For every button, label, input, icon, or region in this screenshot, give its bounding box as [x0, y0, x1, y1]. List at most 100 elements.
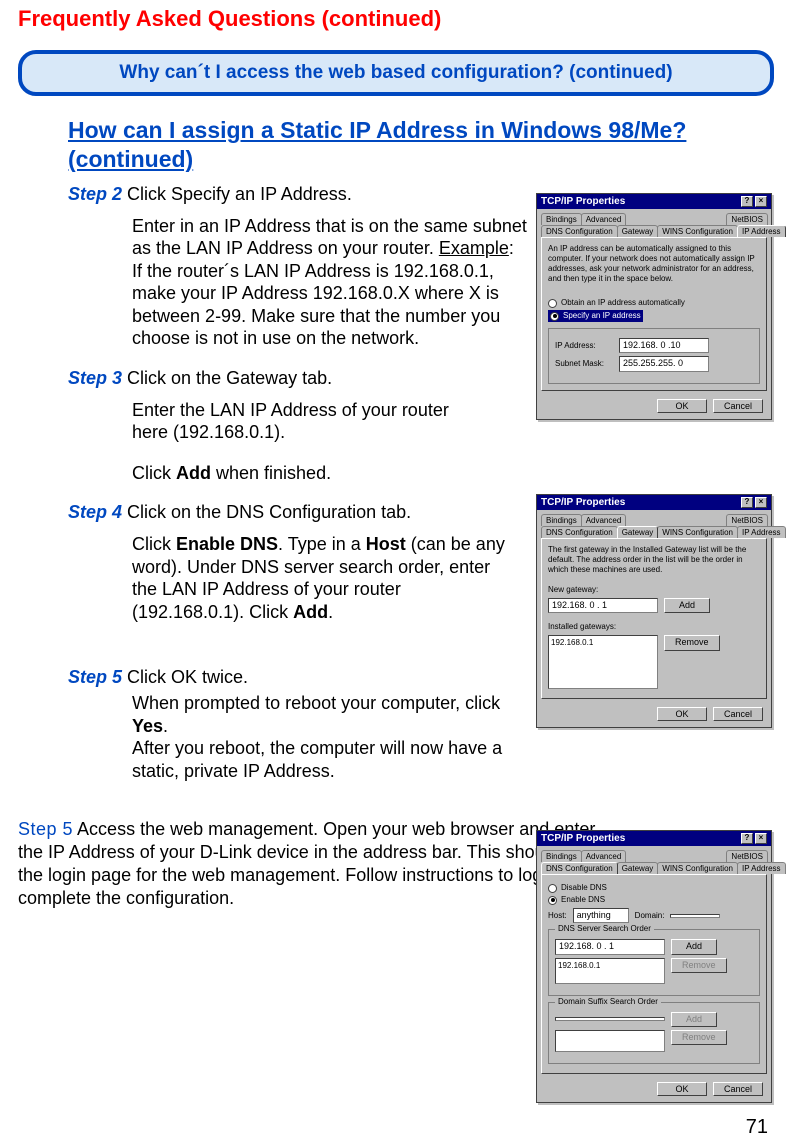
tcpip-dialog-dns: TCP/IP Properties ? × Bindings Advanced … — [536, 830, 772, 1103]
ok-button[interactable]: OK — [657, 1082, 707, 1096]
step-3-body-1: Enter the LAN IP Address of your router … — [132, 399, 488, 444]
ipaddress-panel: An IP address can be automatically assig… — [541, 237, 767, 391]
tab-netbios[interactable]: NetBIOS — [726, 850, 768, 862]
dialog-buttons: OK Cancel — [537, 1078, 771, 1102]
ok-button[interactable]: OK — [657, 707, 707, 721]
dialog-title: TCP/IP Properties — [541, 196, 625, 207]
step-3-text-a: Click on the — [122, 368, 226, 388]
tab-advanced[interactable]: Advanced — [581, 514, 627, 526]
s4c: . Type in a — [278, 534, 366, 554]
tab-bindings[interactable]: Bindings — [541, 213, 582, 225]
suffix-group: Domain Suffix Search Order Add Remove — [548, 1002, 760, 1064]
s4f: Add — [293, 602, 328, 622]
sub-heading: How can I assign a Static IP Address in … — [68, 116, 774, 174]
dialog-buttons: OK Cancel — [537, 395, 771, 419]
tab-ipaddress[interactable]: IP Address — [737, 225, 786, 237]
tab-gateway[interactable]: Gateway — [617, 225, 659, 237]
domain-field[interactable] — [670, 914, 720, 918]
dns-order-list[interactable]: 192.168.0.1 — [555, 958, 665, 984]
gateway-panel: The first gateway in the Installed Gatew… — [541, 538, 767, 699]
step-4-body: Click Enable DNS. Type in a Host (can be… — [68, 523, 508, 637]
radio-specify-ip[interactable]: Specify an IP address — [548, 310, 643, 322]
radio-obtain-label: Obtain an IP address automatically — [561, 298, 685, 308]
dialog-buttons: OK Cancel — [537, 703, 771, 727]
tcpip-dialog-gateway: TCP/IP Properties ? × Bindings Advanced … — [536, 494, 772, 728]
remove-button[interactable]: Remove — [671, 1030, 727, 1045]
tab-wins[interactable]: WINS Configuration — [657, 225, 738, 237]
tab-wins[interactable]: WINS Configuration — [657, 862, 738, 874]
host-field[interactable]: anything — [573, 908, 629, 923]
s5b: Yes — [132, 716, 163, 736]
tab-wins[interactable]: WINS Configuration — [657, 526, 738, 538]
tab-gateway[interactable]: Gateway — [617, 862, 659, 874]
help-icon[interactable]: ? — [741, 497, 753, 508]
dns-order-label: DNS Server Search Order — [555, 924, 654, 934]
tab-dns[interactable]: DNS Configuration — [541, 862, 618, 874]
remove-button[interactable]: Remove — [664, 635, 720, 650]
ip-groupbox: IP Address:192.168. 0 .10 Subnet Mask:25… — [548, 328, 760, 384]
suffix-field[interactable] — [555, 1017, 665, 1021]
page-number: 71 — [746, 1116, 768, 1139]
tab-bindings[interactable]: Bindings — [541, 850, 582, 862]
tab-advanced[interactable]: Advanced — [581, 850, 627, 862]
subnet-mask-field[interactable]: 255.255.255. 0 — [619, 356, 709, 371]
step-5a-label: Step 5 — [68, 667, 122, 687]
radio-obtain-auto[interactable]: Obtain an IP address automatically — [548, 298, 760, 308]
installed-gateways-list[interactable]: 192.168.0.1 — [548, 635, 658, 689]
tab-gateway[interactable]: Gateway — [617, 526, 659, 538]
cancel-button[interactable]: Cancel — [713, 707, 763, 721]
dialog-title: TCP/IP Properties — [541, 497, 625, 508]
close-icon[interactable]: × — [755, 497, 767, 508]
tab-advanced[interactable]: Advanced — [581, 213, 627, 225]
radio-disable-dns[interactable]: Disable DNS — [548, 883, 760, 893]
add-button[interactable]: Add — [664, 598, 710, 613]
ok-button[interactable]: OK — [657, 399, 707, 413]
tab-ipaddress[interactable]: IP Address — [737, 526, 786, 538]
dialog-titlebar[interactable]: TCP/IP Properties ? × — [537, 194, 771, 209]
add-button[interactable]: Add — [671, 1012, 717, 1027]
tab-ipaddress[interactable]: IP Address — [737, 862, 786, 874]
step-2-label: Step 2 — [68, 184, 122, 204]
dialog-titlebar[interactable]: TCP/IP Properties ? × — [537, 831, 771, 846]
help-icon[interactable]: ? — [741, 833, 753, 844]
cancel-button[interactable]: Cancel — [713, 1082, 763, 1096]
tab-strip: Bindings Advanced NetBIOS DNS Configurat… — [537, 846, 771, 874]
ip-address-field[interactable]: 192.168. 0 .10 — [619, 338, 709, 353]
tab-bindings[interactable]: Bindings — [541, 514, 582, 526]
enable-dns-label: Enable DNS — [561, 895, 605, 905]
radio-dot-selected — [550, 312, 559, 321]
tcpip-dialog-ipaddress: TCP/IP Properties ? × Bindings Advanced … — [536, 193, 772, 420]
suffix-list[interactable] — [555, 1030, 665, 1052]
add-button[interactable]: Add — [671, 939, 717, 954]
remove-button[interactable]: Remove — [671, 958, 727, 973]
close-icon[interactable]: × — [755, 196, 767, 207]
s5a: When prompted to reboot your computer, c… — [132, 693, 500, 713]
disable-dns-label: Disable DNS — [561, 883, 607, 893]
subnet-mask-label: Subnet Mask: — [555, 359, 613, 369]
step-2-tail: . — [347, 184, 352, 204]
step-2-body: Enter in an IP Address that is on the sa… — [68, 205, 528, 364]
step-4-tail: tab. — [376, 502, 411, 522]
final-step-label: Step 5 — [18, 819, 73, 839]
new-gateway-field[interactable]: 192.168. 0 . 1 — [548, 598, 658, 613]
tab-strip: Bindings Advanced NetBIOS DNS Configurat… — [537, 209, 771, 237]
close-icon[interactable]: × — [755, 833, 767, 844]
tab-netbios[interactable]: NetBIOS — [726, 213, 768, 225]
step-3-label: Step 3 — [68, 368, 122, 388]
cancel-button[interactable]: Cancel — [713, 399, 763, 413]
step-2-bold: Specify an IP Address — [171, 184, 347, 204]
tab-netbios[interactable]: NetBIOS — [726, 514, 768, 526]
step-5a-text-a: Click — [122, 667, 171, 687]
radio-specify-label: Specify an IP address — [563, 311, 641, 321]
new-gateway-label: New gateway: — [548, 585, 760, 595]
s4d: Host — [366, 534, 406, 554]
radio-enable-dns[interactable]: Enable DNS — [548, 895, 760, 905]
dialog-titlebar[interactable]: TCP/IP Properties ? × — [537, 495, 771, 510]
step-3-body-2c: when finished. — [211, 463, 331, 483]
dns-order-field[interactable]: 192.168. 0 . 1 — [555, 939, 665, 954]
tab-dns[interactable]: DNS Configuration — [541, 526, 618, 538]
tab-dns[interactable]: DNS Configuration — [541, 225, 618, 237]
suffix-label: Domain Suffix Search Order — [555, 997, 661, 1007]
help-icon[interactable]: ? — [741, 196, 753, 207]
s5d: After you reboot, the computer will now … — [132, 738, 502, 781]
